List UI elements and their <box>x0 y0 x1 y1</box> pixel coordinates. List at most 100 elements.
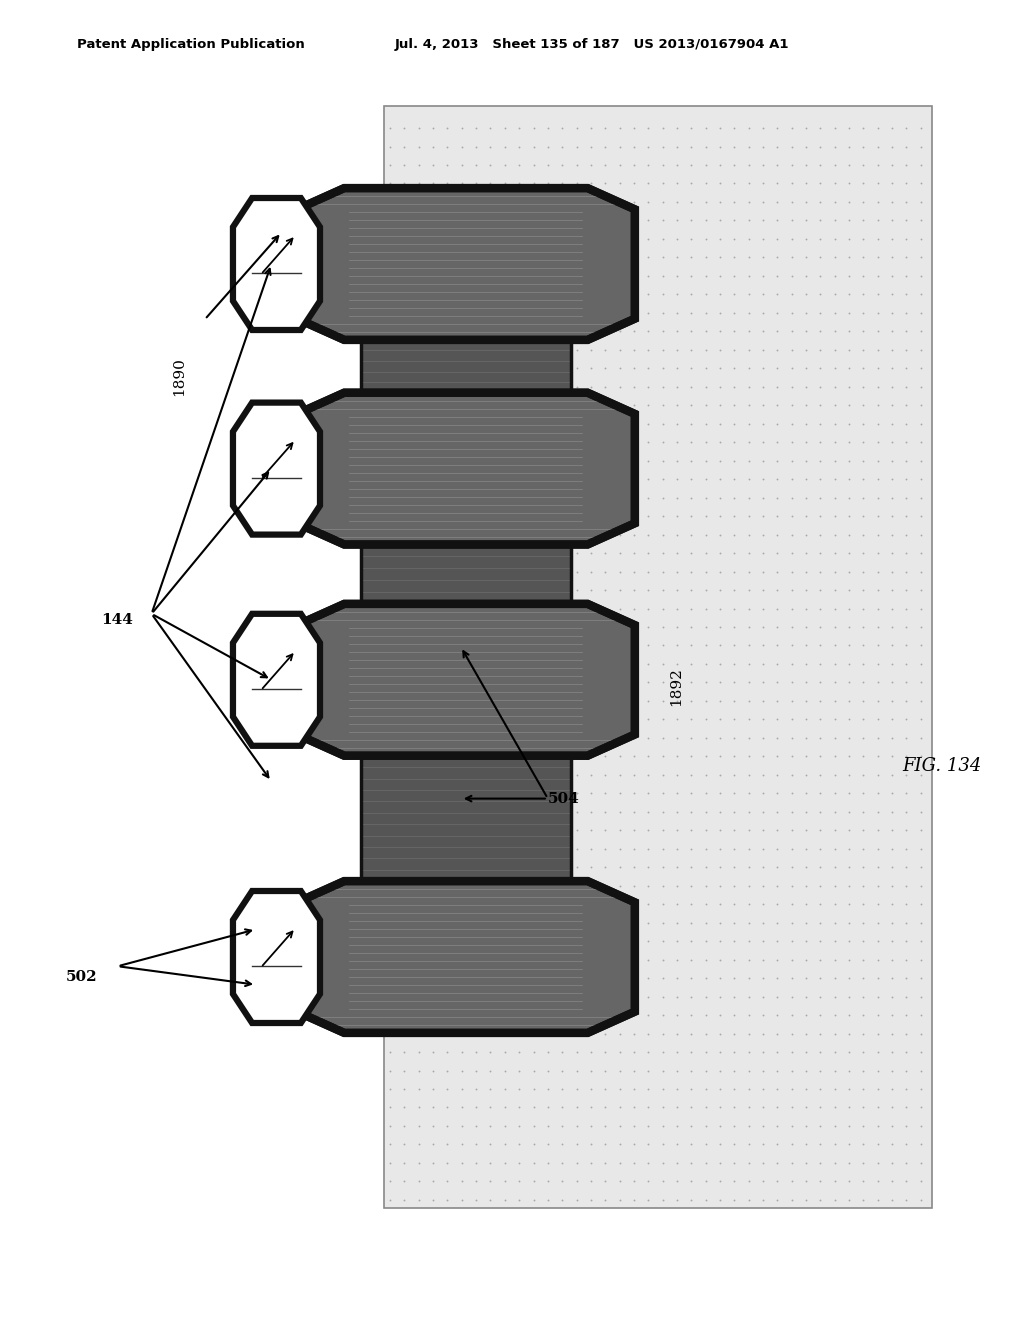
Point <box>583 949 599 970</box>
Point <box>783 653 800 675</box>
Point <box>626 543 642 564</box>
Point <box>482 857 499 878</box>
Point <box>411 875 427 896</box>
Point <box>626 690 642 711</box>
Point <box>382 247 398 268</box>
Point <box>712 1097 728 1118</box>
Point <box>554 912 570 933</box>
Point <box>669 1041 685 1063</box>
Point <box>583 616 599 638</box>
Point <box>841 949 857 970</box>
Point <box>382 875 398 896</box>
Point <box>497 450 513 471</box>
Point <box>425 764 441 785</box>
Point <box>912 949 929 970</box>
Bar <box>361 755 570 882</box>
Bar <box>361 339 570 393</box>
Point <box>855 690 871 711</box>
Point <box>540 395 556 416</box>
Point <box>669 838 685 859</box>
Point <box>841 469 857 490</box>
Point <box>626 469 642 490</box>
Point <box>439 653 456 675</box>
Point <box>783 1005 800 1026</box>
Point <box>382 524 398 545</box>
Point <box>855 838 871 859</box>
Point <box>869 1152 886 1173</box>
Point <box>468 709 484 730</box>
Point <box>640 469 656 490</box>
Text: 504: 504 <box>548 792 580 805</box>
Point <box>482 690 499 711</box>
Point <box>740 1189 757 1210</box>
Point <box>726 561 742 582</box>
Point <box>755 339 771 360</box>
Point <box>855 1189 871 1210</box>
Point <box>884 783 900 804</box>
Point <box>411 228 427 249</box>
Point <box>726 598 742 619</box>
Point <box>425 487 441 508</box>
Point <box>411 339 427 360</box>
Point <box>683 894 699 915</box>
Point <box>425 1115 441 1137</box>
Point <box>755 487 771 508</box>
Point <box>869 783 886 804</box>
Point <box>826 1041 843 1063</box>
Point <box>382 690 398 711</box>
Point <box>912 1060 929 1081</box>
Point <box>382 653 398 675</box>
Text: 1892: 1892 <box>669 667 683 706</box>
Point <box>411 1005 427 1026</box>
Point <box>497 413 513 434</box>
Point <box>683 1060 699 1081</box>
Point <box>554 727 570 748</box>
Point <box>826 653 843 675</box>
Point <box>726 690 742 711</box>
Point <box>726 1115 742 1137</box>
Point <box>898 450 914 471</box>
Point <box>683 506 699 527</box>
Point <box>454 302 470 323</box>
Point <box>740 247 757 268</box>
Point <box>798 598 814 619</box>
Point <box>712 653 728 675</box>
Point <box>869 136 886 157</box>
Point <box>540 191 556 213</box>
Point <box>611 450 628 471</box>
Point <box>812 210 828 231</box>
Point <box>884 764 900 785</box>
Point <box>740 117 757 139</box>
Point <box>640 191 656 213</box>
Point <box>611 931 628 952</box>
Point <box>626 265 642 286</box>
Point <box>841 413 857 434</box>
Point <box>726 228 742 249</box>
Polygon shape <box>297 187 635 339</box>
Point <box>454 875 470 896</box>
Point <box>468 579 484 601</box>
Point <box>554 783 570 804</box>
Point <box>425 1060 441 1081</box>
Point <box>712 284 728 305</box>
Point <box>611 154 628 176</box>
Point <box>626 598 642 619</box>
Point <box>798 284 814 305</box>
Point <box>683 1023 699 1044</box>
Point <box>583 986 599 1007</box>
Point <box>898 154 914 176</box>
Point <box>812 1060 828 1081</box>
Point <box>654 1097 671 1118</box>
Point <box>826 265 843 286</box>
Point <box>597 1041 613 1063</box>
Point <box>697 653 714 675</box>
Point <box>898 247 914 268</box>
Point <box>798 912 814 933</box>
Point <box>740 949 757 970</box>
Point <box>382 857 398 878</box>
Point <box>454 1023 470 1044</box>
Point <box>898 376 914 397</box>
Point <box>482 616 499 638</box>
Point <box>683 746 699 767</box>
Point <box>396 469 413 490</box>
